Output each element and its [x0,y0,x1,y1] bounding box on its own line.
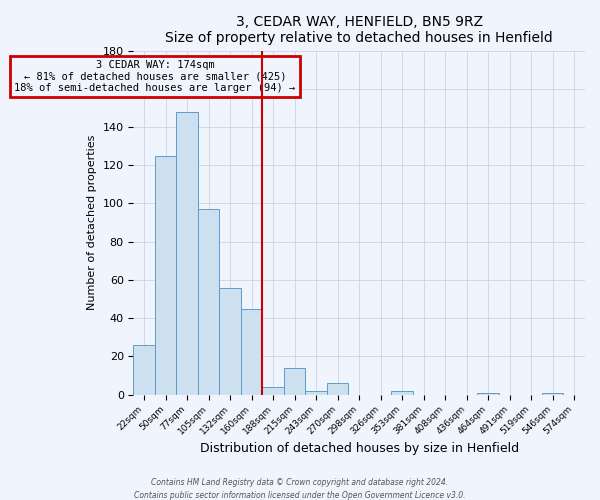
Bar [391,391,413,394]
Bar [198,209,220,394]
Bar [241,308,262,394]
Text: Contains HM Land Registry data © Crown copyright and database right 2024.
Contai: Contains HM Land Registry data © Crown c… [134,478,466,500]
X-axis label: Distribution of detached houses by size in Henfield: Distribution of detached houses by size … [200,442,519,455]
Bar [262,387,284,394]
Bar [220,288,241,395]
Bar [176,112,198,395]
Bar [133,345,155,395]
Title: 3, CEDAR WAY, HENFIELD, BN5 9RZ
Size of property relative to detached houses in : 3, CEDAR WAY, HENFIELD, BN5 9RZ Size of … [166,15,553,45]
Bar [155,156,176,394]
Bar [327,383,349,394]
Bar [305,391,327,394]
Bar [542,392,563,394]
Y-axis label: Number of detached properties: Number of detached properties [87,135,97,310]
Text: 3 CEDAR WAY: 174sqm
← 81% of detached houses are smaller (425)
18% of semi-detac: 3 CEDAR WAY: 174sqm ← 81% of detached ho… [14,60,296,94]
Bar [284,368,305,394]
Bar [478,392,499,394]
